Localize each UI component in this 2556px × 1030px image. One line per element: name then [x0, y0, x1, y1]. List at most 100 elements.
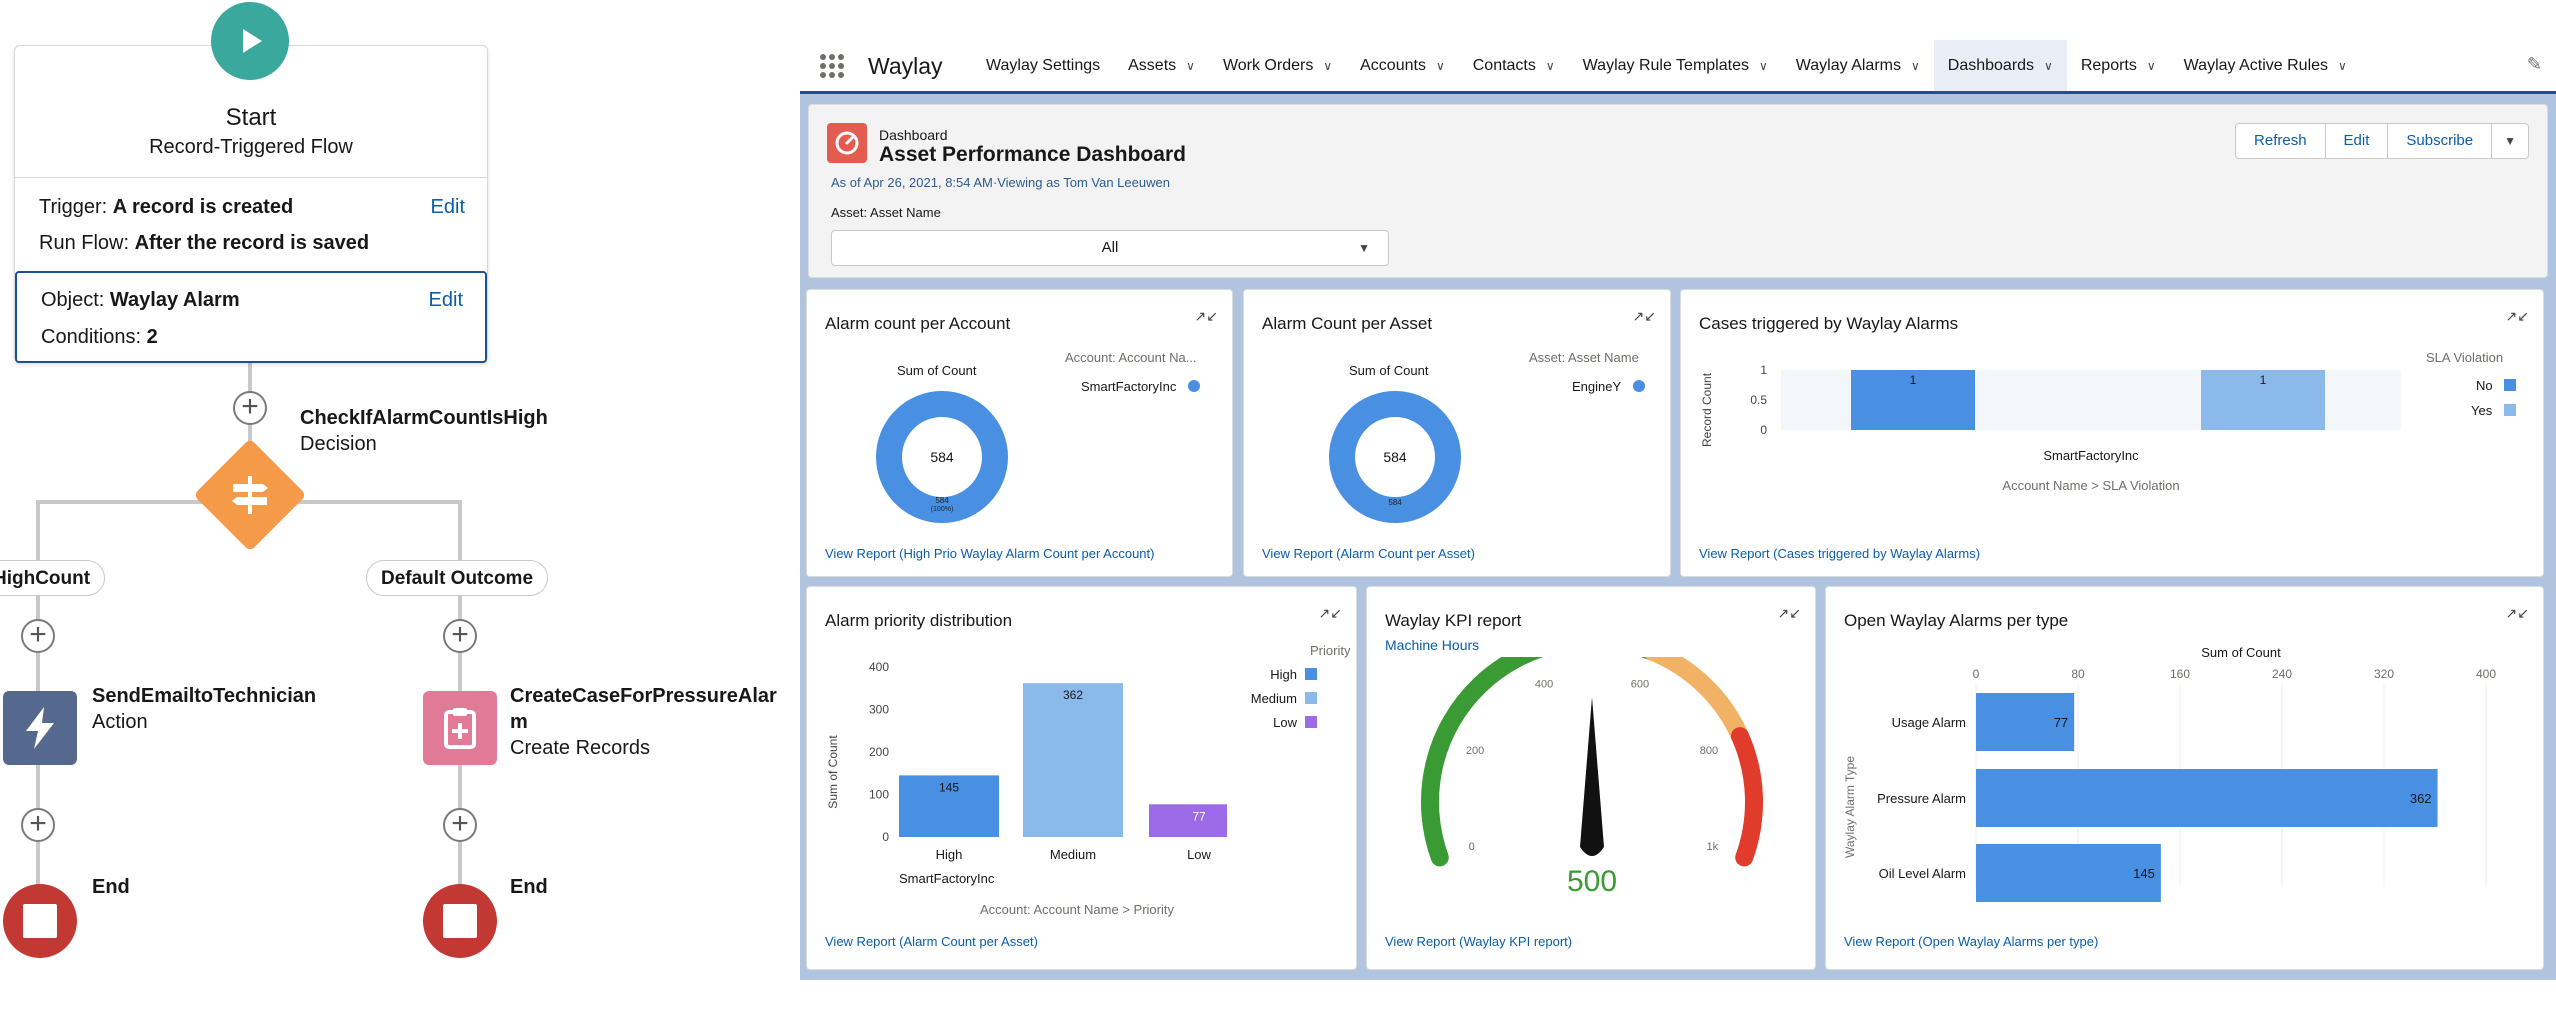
- action-node[interactable]: [3, 691, 77, 765]
- legend-label: High: [1270, 667, 1297, 682]
- end-node[interactable]: [3, 884, 77, 958]
- x-axis-title: Account: Account Name > Priority: [980, 902, 1175, 917]
- edit-object-link[interactable]: Edit: [428, 289, 463, 311]
- outcome-default[interactable]: Default Outcome: [366, 560, 549, 596]
- x-axis-title: Account Name > SLA Violation: [2002, 478, 2179, 493]
- bar-usage-alarm[interactable]: [1976, 693, 2075, 751]
- expand-icon[interactable]: ↗↙: [1318, 605, 1342, 621]
- dashboard-header: Dashboard Asset Performance Dashboard As…: [808, 104, 2548, 278]
- slice-percent: (100%): [931, 506, 954, 513]
- slice-label: 584: [1388, 498, 1402, 507]
- page-title: Asset Performance Dashboard: [879, 143, 1186, 166]
- nav-tab-label: Waylay Settings: [986, 56, 1101, 74]
- expand-icon[interactable]: ↗↙: [1632, 308, 1656, 324]
- bar-value-label: 1: [2260, 373, 2267, 387]
- start-node[interactable]: Start Record-Triggered Flow Trigger: A r…: [14, 45, 488, 363]
- refresh-button[interactable]: Refresh: [2236, 124, 2326, 158]
- create-records-node[interactable]: [423, 691, 497, 765]
- chevron-down-icon[interactable]: ∨: [1758, 58, 1768, 73]
- conditions-row: Conditions: 2: [41, 326, 158, 349]
- app-name: Waylay: [868, 53, 943, 79]
- nav-tab-label: Work Orders: [1222, 56, 1314, 74]
- decision-name: CheckIfAlarmCountIsHigh: [300, 407, 548, 429]
- legend-item-label: EngineY: [1572, 379, 1621, 394]
- view-report-link[interactable]: View Report (Cases triggered by Waylay A…: [1699, 546, 1981, 561]
- chevron-down-icon[interactable]: ∨: [1435, 58, 1445, 73]
- nav-tab-reports[interactable]: Reports ∨: [2067, 40, 2170, 91]
- asset-filter-select[interactable]: All ▼: [831, 230, 1389, 266]
- bar-value-label: 145: [939, 780, 959, 794]
- slice-label: 584: [935, 496, 949, 505]
- expand-icon[interactable]: ↗↙: [2505, 308, 2529, 324]
- chevron-down-icon: ▼: [1358, 241, 1370, 255]
- add-element-plus-icon[interactable]: +: [443, 808, 477, 842]
- gauge-tick-label: 200: [1466, 745, 1484, 757]
- expand-icon[interactable]: ↗↙: [1194, 308, 1218, 324]
- expand-icon[interactable]: ↗↙: [2505, 605, 2529, 621]
- edit-trigger-link[interactable]: Edit: [430, 196, 465, 218]
- nav-tab-waylay-active-rules[interactable]: Waylay Active Rules ∨: [2170, 40, 2361, 91]
- subscribe-button[interactable]: Subscribe: [2388, 124, 2493, 158]
- view-report-link[interactable]: View Report (Alarm Count per Asset): [1262, 546, 1475, 561]
- nav-tab-accounts[interactable]: Accounts ∨: [1346, 40, 1459, 91]
- expand-icon[interactable]: ↗↙: [1777, 605, 1801, 621]
- add-element-plus-icon[interactable]: +: [443, 619, 477, 653]
- nav-tab-work-orders[interactable]: Work Orders ∨: [1209, 40, 1346, 91]
- app-launcher-icon[interactable]: [820, 54, 844, 78]
- legend-item: SmartFactoryInc: [1081, 379, 1200, 394]
- bar-high[interactable]: [899, 775, 999, 837]
- nav-tab-label: Dashboards: [1947, 56, 2035, 74]
- nav-tab-waylay-rule-templates[interactable]: Waylay Rule Templates ∨: [1569, 40, 1782, 91]
- nav-tab-contacts[interactable]: Contacts ∨: [1459, 40, 1569, 91]
- add-element-plus-icon[interactable]: +: [233, 391, 267, 425]
- donut-center-value: 584: [930, 449, 954, 465]
- bar-value-label: 77: [1192, 809, 1206, 823]
- object-conditions-box[interactable]: Object: Waylay Alarm Edit Conditions: 2: [15, 271, 487, 363]
- bar-medium[interactable]: [1023, 683, 1123, 837]
- chevron-down-icon[interactable]: ∨: [2146, 58, 2156, 73]
- bar-yes[interactable]: [2201, 370, 2325, 430]
- run-flow-value: After the record is saved: [134, 232, 370, 254]
- nav-tab-assets[interactable]: Assets ∨: [1114, 40, 1209, 91]
- edit-nav-pencil-icon[interactable]: ✎: [2526, 54, 2542, 74]
- nav-tab-dashboards[interactable]: Dashboards ∨: [1933, 40, 2067, 91]
- run-flow-row: Run Flow: After the record is saved: [39, 232, 369, 255]
- y-tick-label: 200: [869, 745, 889, 759]
- edit-button[interactable]: Edit: [2326, 124, 2389, 158]
- y-tick-label: 100: [869, 788, 889, 802]
- legend-title: Account: Account Na...: [1065, 350, 1197, 365]
- donut-slice[interactable]: [1329, 391, 1461, 523]
- chevron-down-icon[interactable]: ∨: [2338, 58, 2347, 73]
- chevron-down-icon[interactable]: ∨: [1186, 58, 1195, 73]
- donut-slice[interactable]: [876, 391, 1008, 523]
- nav-tab-waylay-settings[interactable]: Waylay Settings: [972, 40, 1114, 91]
- legend-item: High: [1237, 667, 1317, 691]
- more-actions-chevron-icon[interactable]: ▼: [2504, 134, 2516, 148]
- view-report-link[interactable]: View Report (Alarm Count per Asset): [825, 934, 1038, 949]
- legend-label: Low: [1273, 715, 1297, 730]
- nav-tab-waylay-alarms[interactable]: Waylay Alarms ∨: [1782, 40, 1934, 91]
- view-report-link[interactable]: View Report (Open Waylay Alarms per type…: [1844, 934, 2099, 949]
- object-row: Object: Waylay Alarm: [41, 289, 240, 312]
- chevron-down-icon[interactable]: ∨: [1323, 58, 1333, 73]
- legend-item: Low: [1237, 715, 1317, 739]
- chevron-down-icon[interactable]: ∨: [2044, 58, 2053, 73]
- widget-title: Alarm count per Account: [825, 314, 1011, 333]
- stop-icon: [443, 904, 477, 938]
- outcome-highcount[interactable]: HighCount: [0, 560, 106, 596]
- trigger-value: A record is created: [112, 196, 294, 218]
- bar-low[interactable]: [1149, 804, 1227, 837]
- bar-no[interactable]: [1851, 370, 1975, 430]
- add-element-plus-icon[interactable]: +: [21, 619, 55, 653]
- end-node[interactable]: [423, 884, 497, 958]
- bar-oil-level-alarm[interactable]: [1976, 844, 2161, 902]
- chevron-down-icon[interactable]: ∨: [1545, 58, 1555, 73]
- chevron-down-icon[interactable]: ∨: [1910, 58, 1920, 73]
- y-tick-label: Pressure Alarm: [1877, 791, 1966, 806]
- donut-chart: 584 584 (100%): [876, 391, 1008, 523]
- view-report-link[interactable]: View Report (Waylay KPI report): [1385, 934, 1573, 949]
- conditions-value: 2: [146, 326, 158, 348]
- add-element-plus-icon[interactable]: +: [21, 808, 55, 842]
- view-report-link[interactable]: View Report (High Prio Waylay Alarm Coun…: [825, 546, 1155, 561]
- bar-pressure-alarm[interactable]: [1976, 769, 2438, 827]
